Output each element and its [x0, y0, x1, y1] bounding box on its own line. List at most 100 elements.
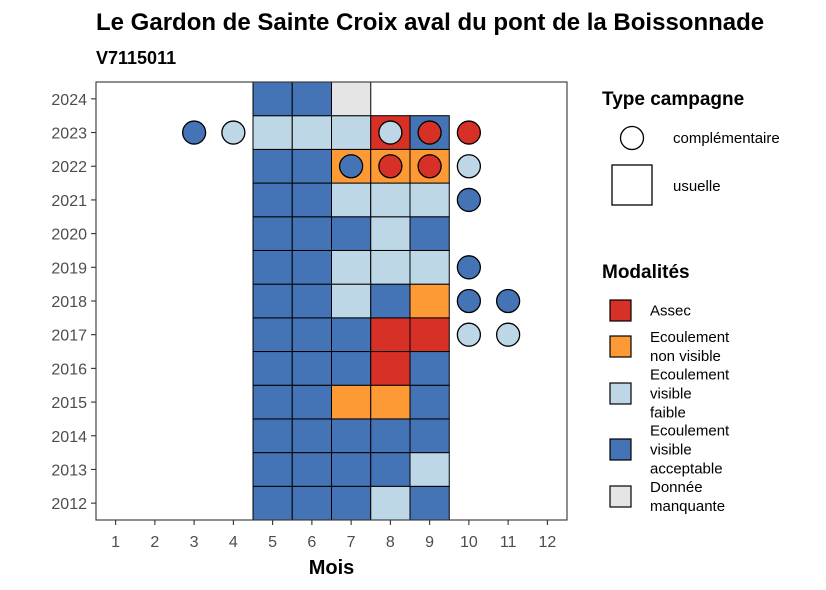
heatmap-cell	[252, 452, 293, 487]
heatmap-cell	[252, 81, 293, 117]
legend-swatch-assec	[609, 299, 632, 322]
heatmap-cell	[291, 148, 332, 184]
heatmap-cell	[252, 249, 293, 285]
heatmap-cell	[331, 317, 372, 353]
legend-circle-symbol	[619, 125, 645, 151]
legend-item-label: visible	[650, 442, 692, 459]
x-tick-label: 6	[307, 534, 316, 551]
heatmap-cell	[409, 317, 450, 353]
heatmap-cell	[331, 384, 372, 420]
heatmap-cell	[409, 418, 450, 454]
legend-item-label: visible	[650, 386, 692, 403]
heatmap-cell	[291, 418, 332, 454]
x-tick-label: 2	[150, 534, 159, 551]
y-tick-label: 2015	[51, 395, 87, 412]
heatmap-cell	[409, 283, 450, 319]
heatmap-cell	[409, 249, 450, 285]
heatmap-cell	[331, 452, 372, 487]
x-tick-label: 10	[460, 534, 478, 551]
complementary-point	[456, 154, 482, 179]
x-tick-label: 5	[268, 534, 277, 551]
heatmap-cell	[291, 182, 332, 218]
heatmap-cell	[370, 418, 411, 454]
legend-item-label: Ecoulement	[650, 367, 730, 384]
heatmap-cell	[291, 317, 332, 353]
heatmap-cell	[291, 452, 332, 487]
heatmap-cell	[331, 216, 372, 251]
complementary-point	[417, 120, 442, 145]
y-tick-label: 2013	[51, 462, 87, 479]
heatmap-cell	[291, 216, 332, 251]
complementary-point	[456, 187, 482, 213]
x-tick-label: 3	[190, 534, 199, 551]
y-tick-label: 2012	[51, 496, 87, 513]
heatmap-cell	[331, 115, 372, 150]
chart-title: Le Gardon de Sainte Croix aval du pont d…	[96, 9, 764, 36]
heatmap-cell	[409, 182, 450, 218]
legend-swatch-nonvisible	[609, 335, 632, 358]
heatmap-cell	[331, 485, 372, 521]
x-tick-label: 12	[538, 534, 556, 551]
legend-swatch-manquante	[609, 485, 632, 508]
heatmap-cell	[252, 351, 293, 386]
x-axis-title: Mois	[309, 557, 355, 579]
heatmap-cell	[252, 182, 293, 218]
heatmap-cell	[291, 384, 332, 420]
legend-item-label: Ecoulement	[650, 329, 730, 346]
x-tick-label: 11	[500, 534, 517, 551]
heatmap-cell	[331, 351, 372, 386]
y-tick-label: 2014	[51, 429, 87, 446]
legend-campagne-title: Type campagne	[602, 89, 744, 110]
complementary-point	[456, 288, 482, 314]
x-tick-label: 1	[111, 534, 120, 551]
legend-square-symbol	[611, 164, 653, 206]
complementary-point	[378, 120, 403, 145]
heatmap-cell	[291, 351, 332, 386]
heatmap-cell	[252, 418, 293, 454]
legend-campagne: Type campagne complémentaire usuelle	[602, 89, 780, 206]
legend-swatch-acceptable	[609, 438, 632, 461]
complementary-point	[378, 154, 403, 179]
heatmap-cell	[331, 283, 372, 319]
heatmap-cell	[291, 283, 332, 319]
heatmap-cell	[370, 384, 411, 420]
heatmap-cell	[291, 81, 332, 117]
complementary-point	[338, 154, 364, 179]
heatmap-cell	[331, 81, 372, 117]
usual-cells	[252, 81, 450, 521]
heatmap-cell	[331, 249, 372, 285]
heatmap-cell	[291, 115, 332, 150]
complementary-point	[495, 288, 521, 314]
complementary-point	[181, 120, 207, 145]
heatmap-cell	[252, 115, 293, 150]
legend-modalites: Modalités Assec Ecoulement non visible Ecoul…	[602, 262, 730, 515]
heatmap-cell	[370, 249, 411, 285]
legend-item-label: usuelle	[673, 178, 721, 195]
legend-item-label: complémentaire	[673, 130, 780, 147]
heatmap-cell	[370, 485, 411, 521]
heatmap-cell	[252, 485, 293, 521]
complementary-point	[221, 120, 246, 145]
complementary-point	[456, 322, 482, 347]
y-tick-label: 2016	[51, 361, 87, 378]
complementary-points	[181, 120, 521, 347]
legend-item-label: non visible	[650, 348, 721, 365]
legend-item-label: manquante	[650, 498, 725, 515]
y-tick-label: 2022	[51, 159, 87, 176]
x-tick-label: 7	[347, 534, 356, 551]
y-tick-label: 2024	[51, 92, 87, 109]
y-tick-label: 2019	[51, 260, 87, 277]
y-tick-label: 2021	[51, 193, 87, 210]
chart-subtitle: V7115011	[96, 48, 176, 68]
y-tick-label: 2017	[51, 328, 87, 345]
x-tick-label: 9	[425, 534, 434, 551]
heatmap-cell	[370, 452, 411, 487]
complementary-point	[495, 322, 521, 347]
heatmap-cell	[370, 317, 411, 353]
x-tick-label: 8	[386, 534, 395, 551]
legend-item-label: Assec	[650, 303, 691, 320]
y-tick-label: 2023	[51, 126, 87, 143]
legend-item-label: acceptable	[650, 461, 723, 478]
heatmap-cell	[331, 182, 372, 218]
